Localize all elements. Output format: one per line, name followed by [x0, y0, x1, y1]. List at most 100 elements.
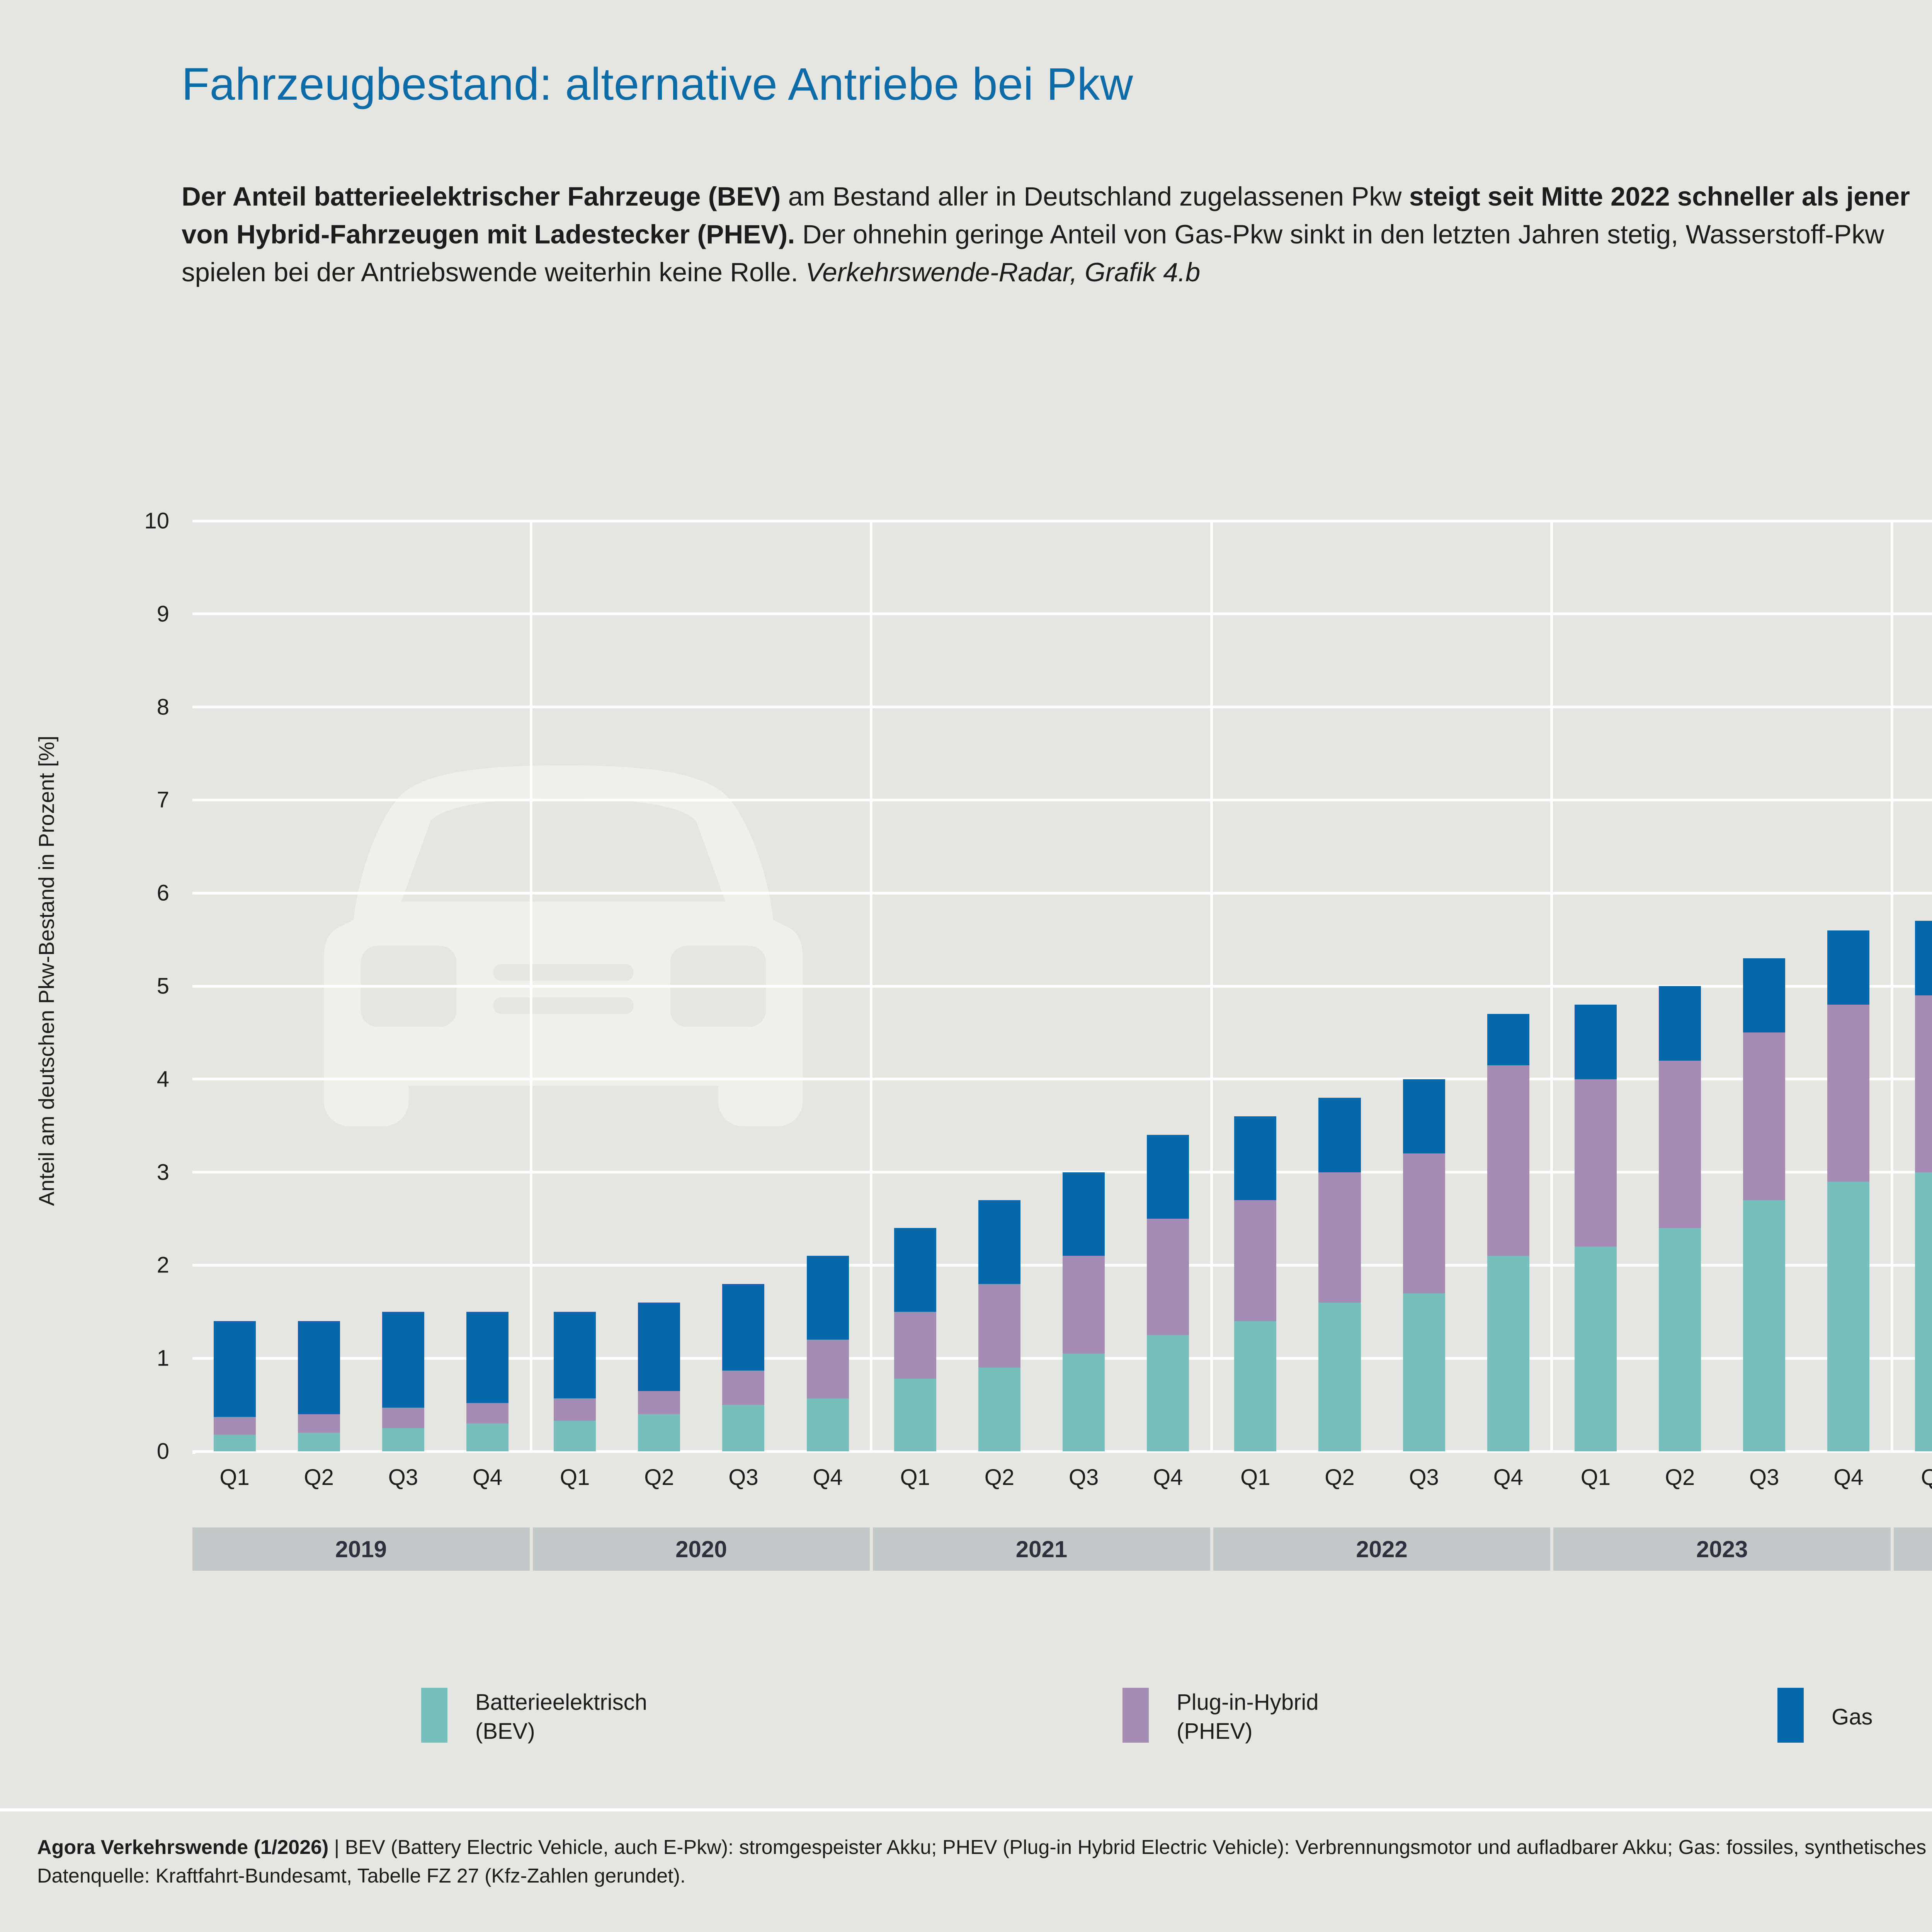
page-title: Fahrzeugbestand: alternative Antriebe be… — [182, 59, 1133, 110]
y-axis-ticks: 0 1 2 3 4 5 6 7 8 9 10 — [46, 509, 169, 1464]
gridline-vertical-year-separator — [1550, 521, 1553, 1451]
x-axis-tick-label: Q3 — [1749, 1465, 1779, 1490]
legend-swatch — [1122, 1688, 1149, 1743]
x-axis-tick-label: Q1 — [560, 1465, 590, 1490]
bar-segment-bev — [1063, 1354, 1105, 1451]
bar-segment-phev — [1234, 1200, 1277, 1321]
bar-segment-phev — [213, 1417, 256, 1435]
bar-segment-bev — [894, 1379, 936, 1451]
chart-bar[interactable] — [1063, 1172, 1105, 1451]
bar-segment-gas — [298, 1321, 340, 1414]
legend-label: Gas — [1832, 1702, 1872, 1731]
y-axis-tick-label: 1 — [156, 1345, 169, 1371]
subtitle-text: Der Anteil batterieelektrischer Fahrzeug… — [182, 178, 1920, 291]
y-axis-tick-label: 7 — [156, 787, 169, 813]
bar-segment-phev — [1915, 995, 1932, 1172]
x-axis-tick-label: Q1 — [1921, 1465, 1932, 1490]
subtitle-plain-1: am Bestand aller in Deutschland zugelass… — [781, 182, 1409, 211]
bar-segment-gas — [1827, 930, 1870, 1005]
bar-segment-phev — [1487, 1065, 1529, 1256]
x-axis-tick-label: Q3 — [388, 1465, 418, 1490]
chart-bar[interactable] — [554, 1311, 596, 1451]
year-band-2019: 2019 — [192, 1527, 530, 1571]
bar-segment-bev — [1234, 1321, 1277, 1451]
chart-bar[interactable] — [1234, 1116, 1277, 1451]
bar-segment-gas — [1574, 1005, 1617, 1079]
bar-segment-phev — [298, 1414, 340, 1433]
chart-bar[interactable] — [978, 1200, 1020, 1451]
bar-segment-bev — [213, 1434, 256, 1451]
x-axis-year-band: 2019202020212022202320242025 — [192, 1527, 1932, 1571]
footer-source-bold: Agora Verkehrswende (1/2026) — [37, 1836, 329, 1859]
bar-segment-bev — [806, 1398, 849, 1451]
y-axis-tick-label: 10 — [144, 508, 169, 534]
y-axis-tick-label: 8 — [156, 694, 169, 720]
legend-item-bev[interactable]: Batterieelektrisch (BEV) — [421, 1688, 647, 1746]
chart-bar[interactable] — [1318, 1098, 1361, 1451]
gridline-vertical-year-separator — [870, 521, 873, 1451]
chart-bar[interactable] — [1574, 1005, 1617, 1451]
x-axis-tick-label: Q1 — [900, 1465, 930, 1490]
y-axis-tick-label: 3 — [156, 1160, 169, 1185]
legend-label: Plug-in-Hybrid (PHEV) — [1177, 1688, 1318, 1746]
y-axis-tick-label: 0 — [156, 1439, 169, 1464]
gridline-horizontal — [192, 1078, 1932, 1081]
subtitle-plain-2: Der ohnehin geringe Anteil von Gas-Pkw s… — [182, 219, 1884, 287]
year-band-2024: 2024 — [1893, 1527, 1932, 1571]
bar-segment-bev — [978, 1367, 1020, 1451]
chart-bar[interactable] — [466, 1311, 509, 1451]
chart-bar[interactable] — [1915, 921, 1932, 1451]
bar-segment-gas — [1234, 1116, 1277, 1200]
bar-segment-phev — [1659, 1060, 1701, 1228]
chart-bar[interactable] — [1827, 930, 1870, 1451]
bar-segment-phev — [1147, 1219, 1189, 1335]
gridline-vertical-year-separator — [1890, 521, 1893, 1451]
bar-segment-gas — [1659, 986, 1701, 1061]
chart-bar[interactable] — [894, 1228, 936, 1451]
x-axis-tick-label: Q4 — [1493, 1465, 1523, 1490]
bar-segment-bev — [1147, 1335, 1189, 1451]
legend-item-gas[interactable]: Gas — [1777, 1688, 1872, 1743]
bar-segment-bev — [638, 1414, 680, 1451]
x-axis-tick-label: Q4 — [1153, 1465, 1183, 1490]
bar-segment-phev — [638, 1391, 680, 1414]
bar-segment-gas — [1063, 1172, 1105, 1256]
gridline-horizontal — [192, 706, 1932, 709]
chart-bar[interactable] — [1403, 1079, 1445, 1451]
legend-label-line1: Gas — [1832, 1704, 1873, 1730]
x-axis-tick-label: Q1 — [1240, 1465, 1270, 1490]
bar-segment-gas — [894, 1228, 936, 1312]
legend-item-phev[interactable]: Plug-in-Hybrid (PHEV) — [1122, 1688, 1318, 1746]
bar-segment-bev — [1915, 1172, 1932, 1451]
chart-bar[interactable] — [806, 1256, 849, 1451]
chart-bar[interactable] — [1487, 1014, 1529, 1451]
year-band-2023: 2023 — [1553, 1527, 1891, 1571]
legend-label: Batterieelektrisch (BEV) — [475, 1688, 647, 1746]
chart-bar[interactable] — [298, 1321, 340, 1451]
chart-bar[interactable] — [1659, 986, 1701, 1451]
chart-bar[interactable] — [1147, 1135, 1189, 1451]
chart-bar[interactable] — [638, 1302, 680, 1451]
y-axis-tick-label: 6 — [156, 880, 169, 906]
bar-segment-bev — [722, 1405, 765, 1451]
bar-segment-gas — [382, 1311, 424, 1408]
bar-segment-gas — [466, 1311, 509, 1403]
bar-segment-bev — [554, 1420, 596, 1451]
gridline-horizontal — [192, 1357, 1932, 1360]
chart-bar[interactable] — [382, 1311, 424, 1451]
chart-bar[interactable] — [213, 1321, 256, 1451]
chart-bar[interactable] — [722, 1284, 765, 1451]
bar-segment-gas — [1743, 958, 1786, 1033]
x-axis-tick-label: Q2 — [304, 1465, 334, 1490]
x-axis-tick-label: Q4 — [472, 1465, 503, 1490]
gridline-horizontal — [192, 798, 1932, 801]
bar-segment-phev — [1318, 1172, 1361, 1303]
x-axis-tick-label: Q4 — [1833, 1465, 1864, 1490]
bar-segment-bev — [298, 1432, 340, 1451]
footer-source-rest: | BEV (Battery Electric Vehicle, auch E-… — [37, 1836, 1932, 1887]
legend-swatch — [1777, 1688, 1804, 1743]
bar-segment-gas — [806, 1256, 849, 1340]
chart-bar[interactable] — [1743, 958, 1786, 1451]
gridline-vertical-year-separator — [529, 521, 532, 1451]
